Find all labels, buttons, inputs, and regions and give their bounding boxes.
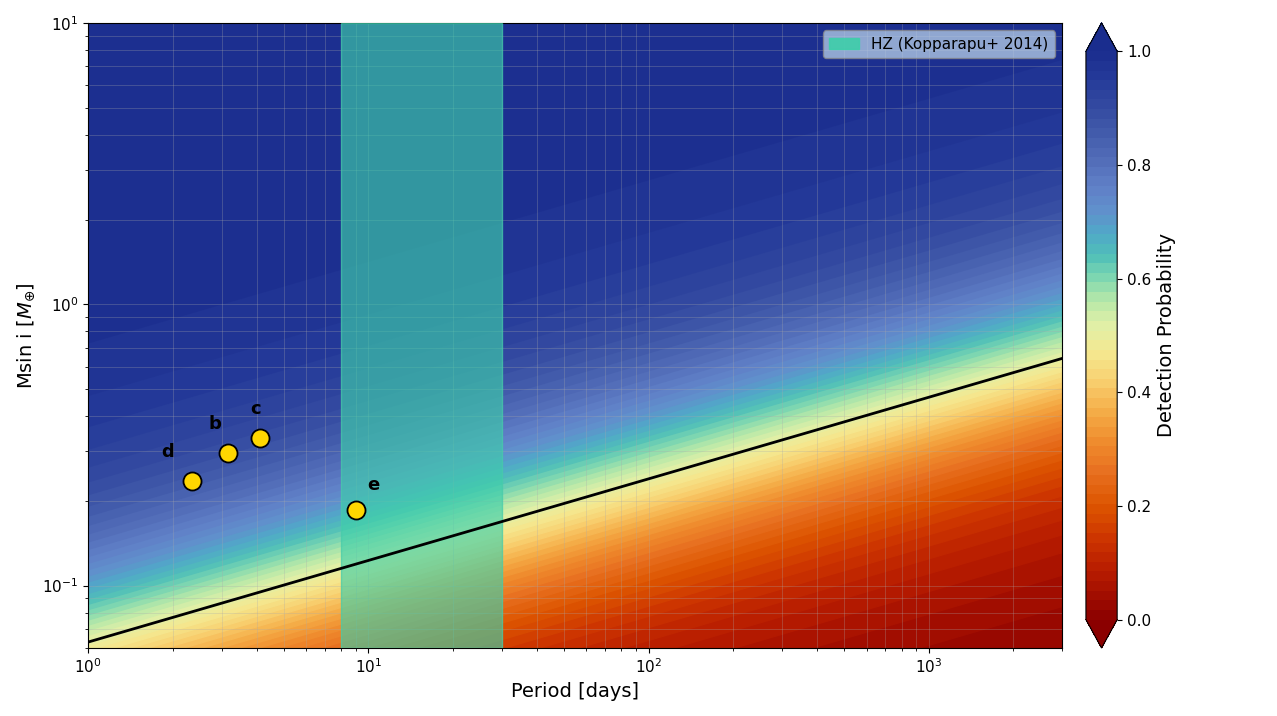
Text: c: c — [250, 400, 261, 417]
X-axis label: Period [days]: Period [days] — [511, 682, 640, 701]
Bar — [341, 23, 502, 648]
Text: b: b — [208, 415, 221, 433]
Text: d: d — [161, 443, 174, 461]
Y-axis label: Detection Probability: Detection Probability — [1157, 233, 1176, 437]
Legend: HZ (Kopparapu+ 2014): HZ (Kopparapu+ 2014) — [822, 31, 1055, 58]
Y-axis label: Msin i [$M_{\oplus}$]: Msin i [$M_{\oplus}$] — [15, 282, 37, 389]
Text: e: e — [368, 476, 379, 494]
PathPatch shape — [1085, 23, 1117, 52]
PathPatch shape — [1085, 619, 1117, 648]
